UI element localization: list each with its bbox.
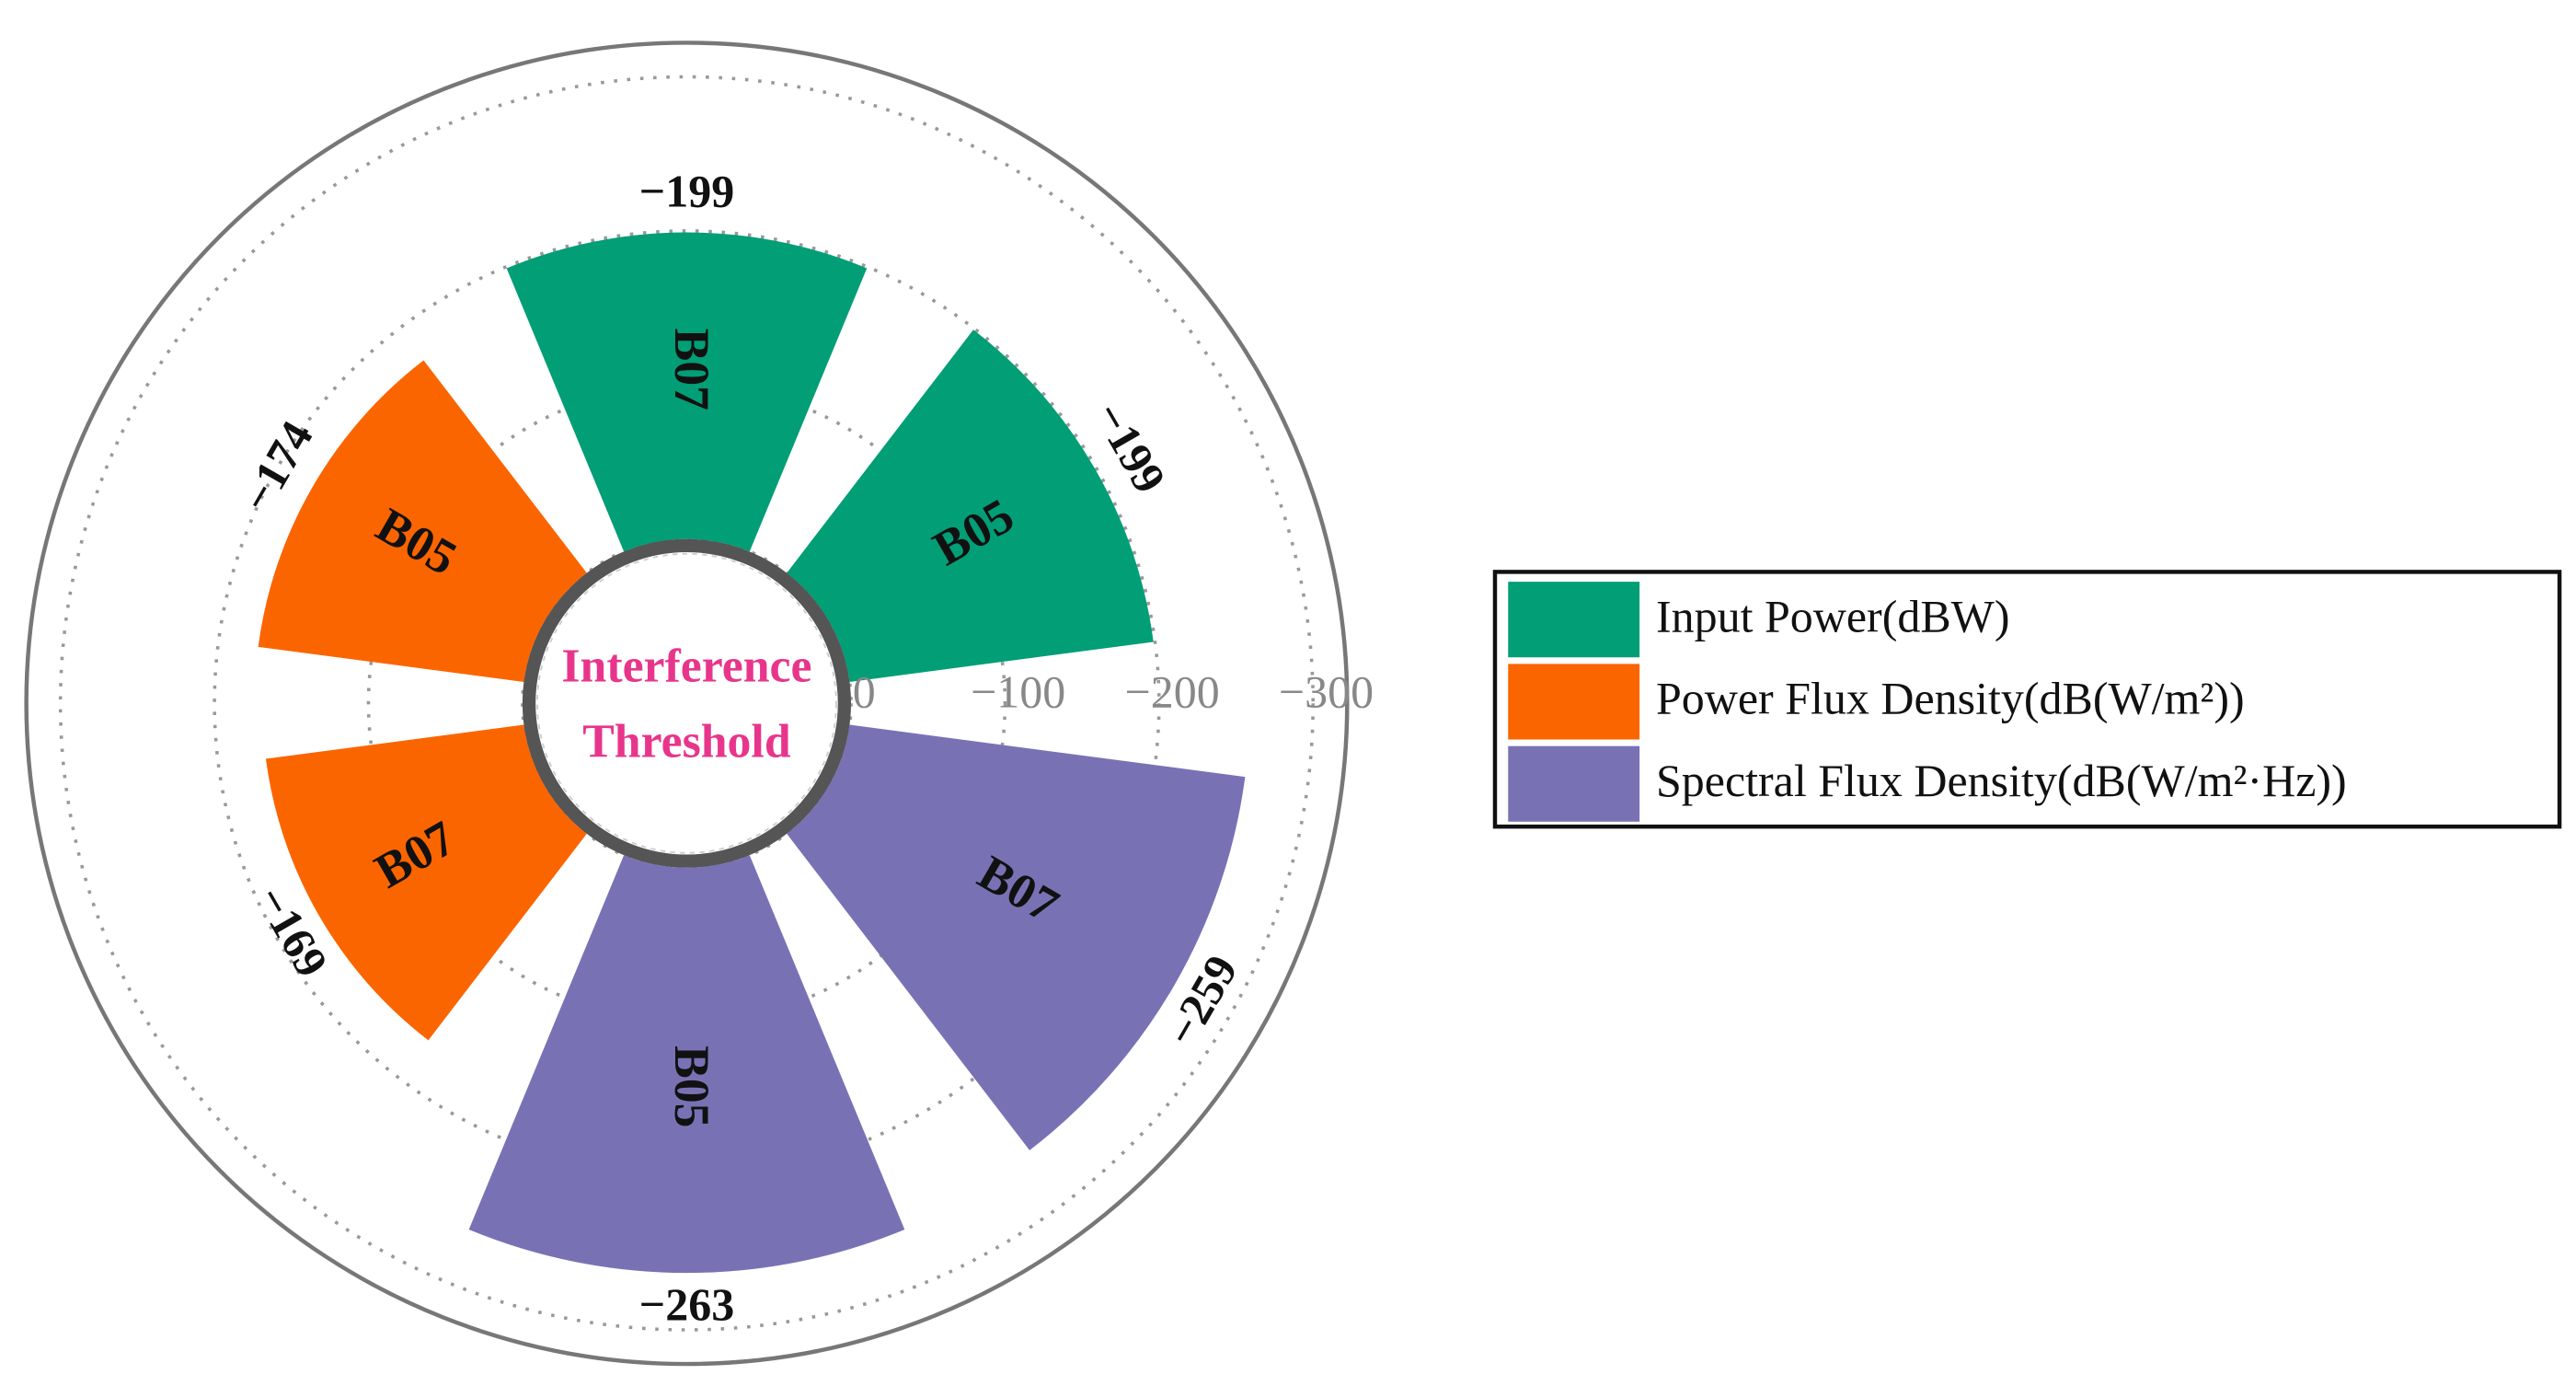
legend-swatch [1508,582,1640,658]
bar-label: B05 [664,1045,719,1127]
value-label: −263 [639,1278,734,1330]
bar [787,724,1246,1150]
bar-label: B07 [664,329,719,410]
legend-label: Power Flux Density(dB(W/m²)) [1656,673,2245,724]
r-tick-label: −300 [1279,666,1374,718]
value-label: −199 [639,166,734,217]
bar [468,855,905,1274]
threshold-inner [536,552,837,854]
r-tick-label: −100 [971,666,1065,718]
grid-circle [58,75,1316,1332]
legend-label: Spectral Flux Density(dB(W/m²·Hz)) [1656,755,2347,806]
annotation: Threshold [582,716,791,768]
outer-frame [24,40,1350,1367]
legend-label: Input Power(dBW) [1656,590,2010,641]
bar [258,360,587,682]
r-tick-label: −200 [1125,666,1220,718]
threshold-ring [522,538,852,868]
legend-box [1492,570,2562,829]
r-tick-label: 0 [853,666,876,718]
annotation: Interference [561,640,811,692]
legend-swatch [1508,745,1640,822]
legend-swatch [1508,664,1640,740]
grid-circle [213,229,1161,1178]
bar [787,329,1154,682]
bar [506,232,868,552]
bar [265,724,587,1041]
